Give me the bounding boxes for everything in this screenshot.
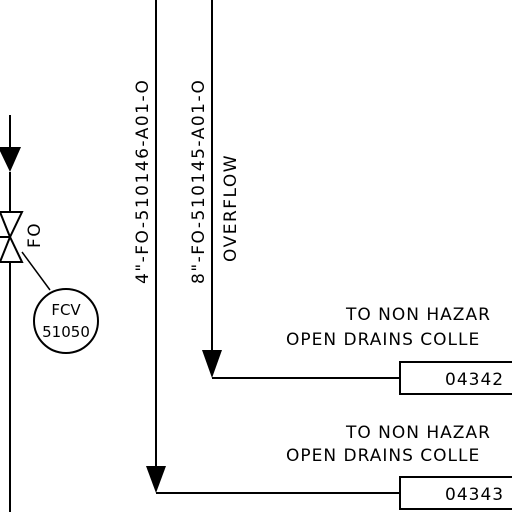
destination-1-line1: TO NON HAZAR: [345, 305, 491, 325]
line-8in-label: 8"-FO-510145-A01-O: [189, 79, 209, 284]
flow-arrow-down-icon: [202, 350, 222, 378]
left-process-line: [0, 115, 21, 512]
overflow-label: OVERFLOW: [221, 154, 241, 262]
destination-1: TO NON HAZAR OPEN DRAINS COLLE 04342: [286, 305, 512, 395]
flow-arrow-down-icon: [146, 466, 166, 493]
destination-1-line2: OPEN DRAINS COLLE: [286, 330, 480, 350]
instrument-leader-line: [21, 251, 51, 291]
instrument-tag-label: 51050: [42, 323, 90, 341]
off-page-connector-2: [399, 476, 512, 510]
destination-2-line2: OPEN DRAINS COLLE: [286, 446, 480, 466]
off-page-connector-1: [399, 361, 512, 395]
flow-arrow-down-icon: [0, 147, 10, 172]
fail-position-label: FO: [25, 222, 45, 248]
destination-2-ref: 04343: [445, 485, 504, 505]
instrument-bubble: FCV 51050: [33, 288, 99, 354]
line-4in-label: 4"-FO-510146-A01-O: [133, 79, 153, 284]
destination-2-line1: TO NON HAZAR: [345, 423, 491, 443]
destination-2: TO NON HAZAR OPEN DRAINS COLLE 04343: [286, 423, 512, 510]
instrument-type-label: FCV: [51, 301, 81, 319]
line-8in-group: 8"-FO-510145-A01-O OVERFLOW: [189, 0, 400, 379]
control-valve-icon: [0, 211, 24, 263]
line-4in-group: 4"-FO-510146-A01-O: [133, 0, 400, 494]
destination-1-ref: 04342: [445, 370, 504, 390]
